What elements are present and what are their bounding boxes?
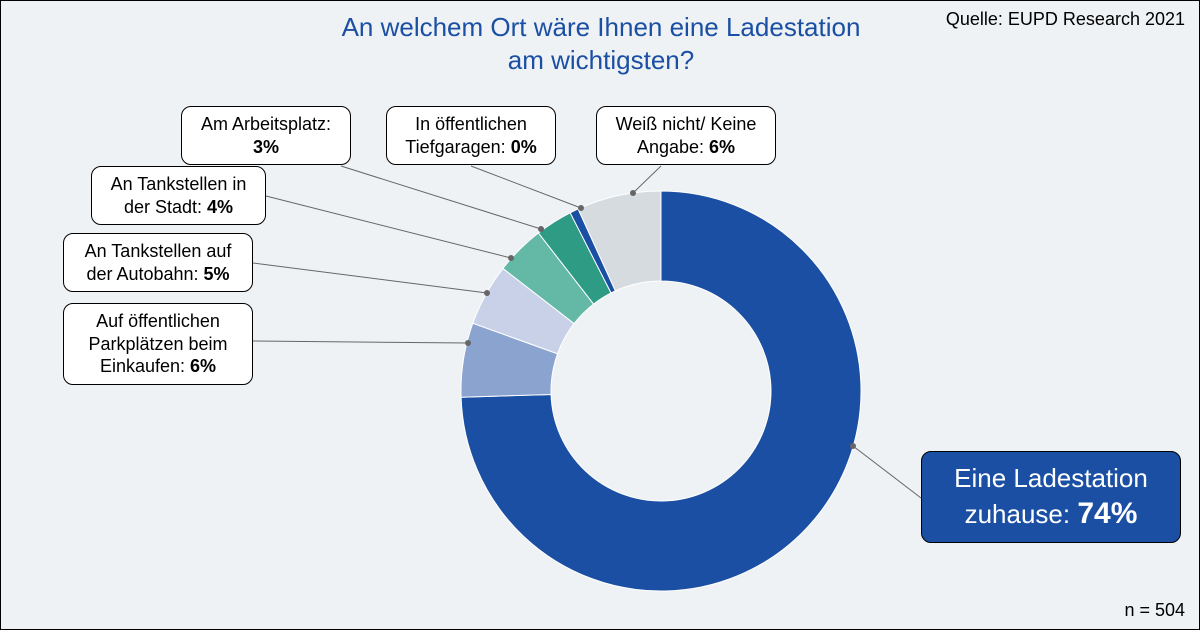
label-autobahn: An Tankstellen auf der Autobahn: 5%: [63, 233, 253, 292]
leader-line: [341, 166, 541, 229]
leader-line: [471, 166, 581, 208]
label-pct: 3%: [253, 137, 279, 157]
label-home: Eine Ladestation zuhause: 74%: [921, 451, 1181, 543]
leader-dot: [630, 190, 636, 196]
leader-line: [253, 341, 468, 343]
leader-dot: [538, 226, 544, 232]
label-text: Am Arbeitsplatz:: [201, 114, 331, 134]
label-pct: 6%: [190, 356, 216, 376]
label-work: Am Arbeitsplatz: 3%: [181, 106, 351, 165]
label-garage: In öffentlichen Tiefgaragen: 0%: [386, 106, 556, 165]
sample-size-label: n = 504: [1124, 600, 1185, 621]
leader-dot: [850, 443, 856, 449]
leader-dot: [484, 290, 490, 296]
leader-dot: [465, 340, 471, 346]
label-text: Weiß nicht/ Keine Angabe:: [616, 114, 757, 157]
label-pct: 5%: [204, 264, 230, 284]
chart-canvas: An welchem Ort wäre Ihnen eine Ladestati…: [0, 0, 1200, 630]
source-label: Quelle: EUPD Research 2021: [946, 9, 1185, 30]
label-pct: 74%: [1077, 497, 1137, 530]
title-line1: An welchem Ort wäre Ihnen eine Ladestati…: [342, 12, 861, 42]
title-line2: am wichtigsten?: [508, 45, 694, 75]
leader-line: [633, 166, 661, 193]
leader-line: [253, 263, 487, 293]
label-pct: 0%: [511, 137, 537, 157]
label-shopping: Auf öffentlichen Parkplätzen beim Einkau…: [63, 303, 253, 385]
label-pct: 6%: [709, 137, 735, 157]
leader-dot: [508, 255, 514, 261]
leader-line: [853, 446, 921, 498]
leader-line: [266, 196, 511, 258]
label-city_fuel: An Tankstellen in der Stadt: 4%: [91, 166, 266, 225]
leader-dot: [578, 205, 584, 211]
label-text: In öffentlichen Tiefgaragen:: [405, 114, 527, 157]
label-dontknow: Weiß nicht/ Keine Angabe: 6%: [596, 106, 776, 165]
label-pct: 4%: [207, 197, 233, 217]
